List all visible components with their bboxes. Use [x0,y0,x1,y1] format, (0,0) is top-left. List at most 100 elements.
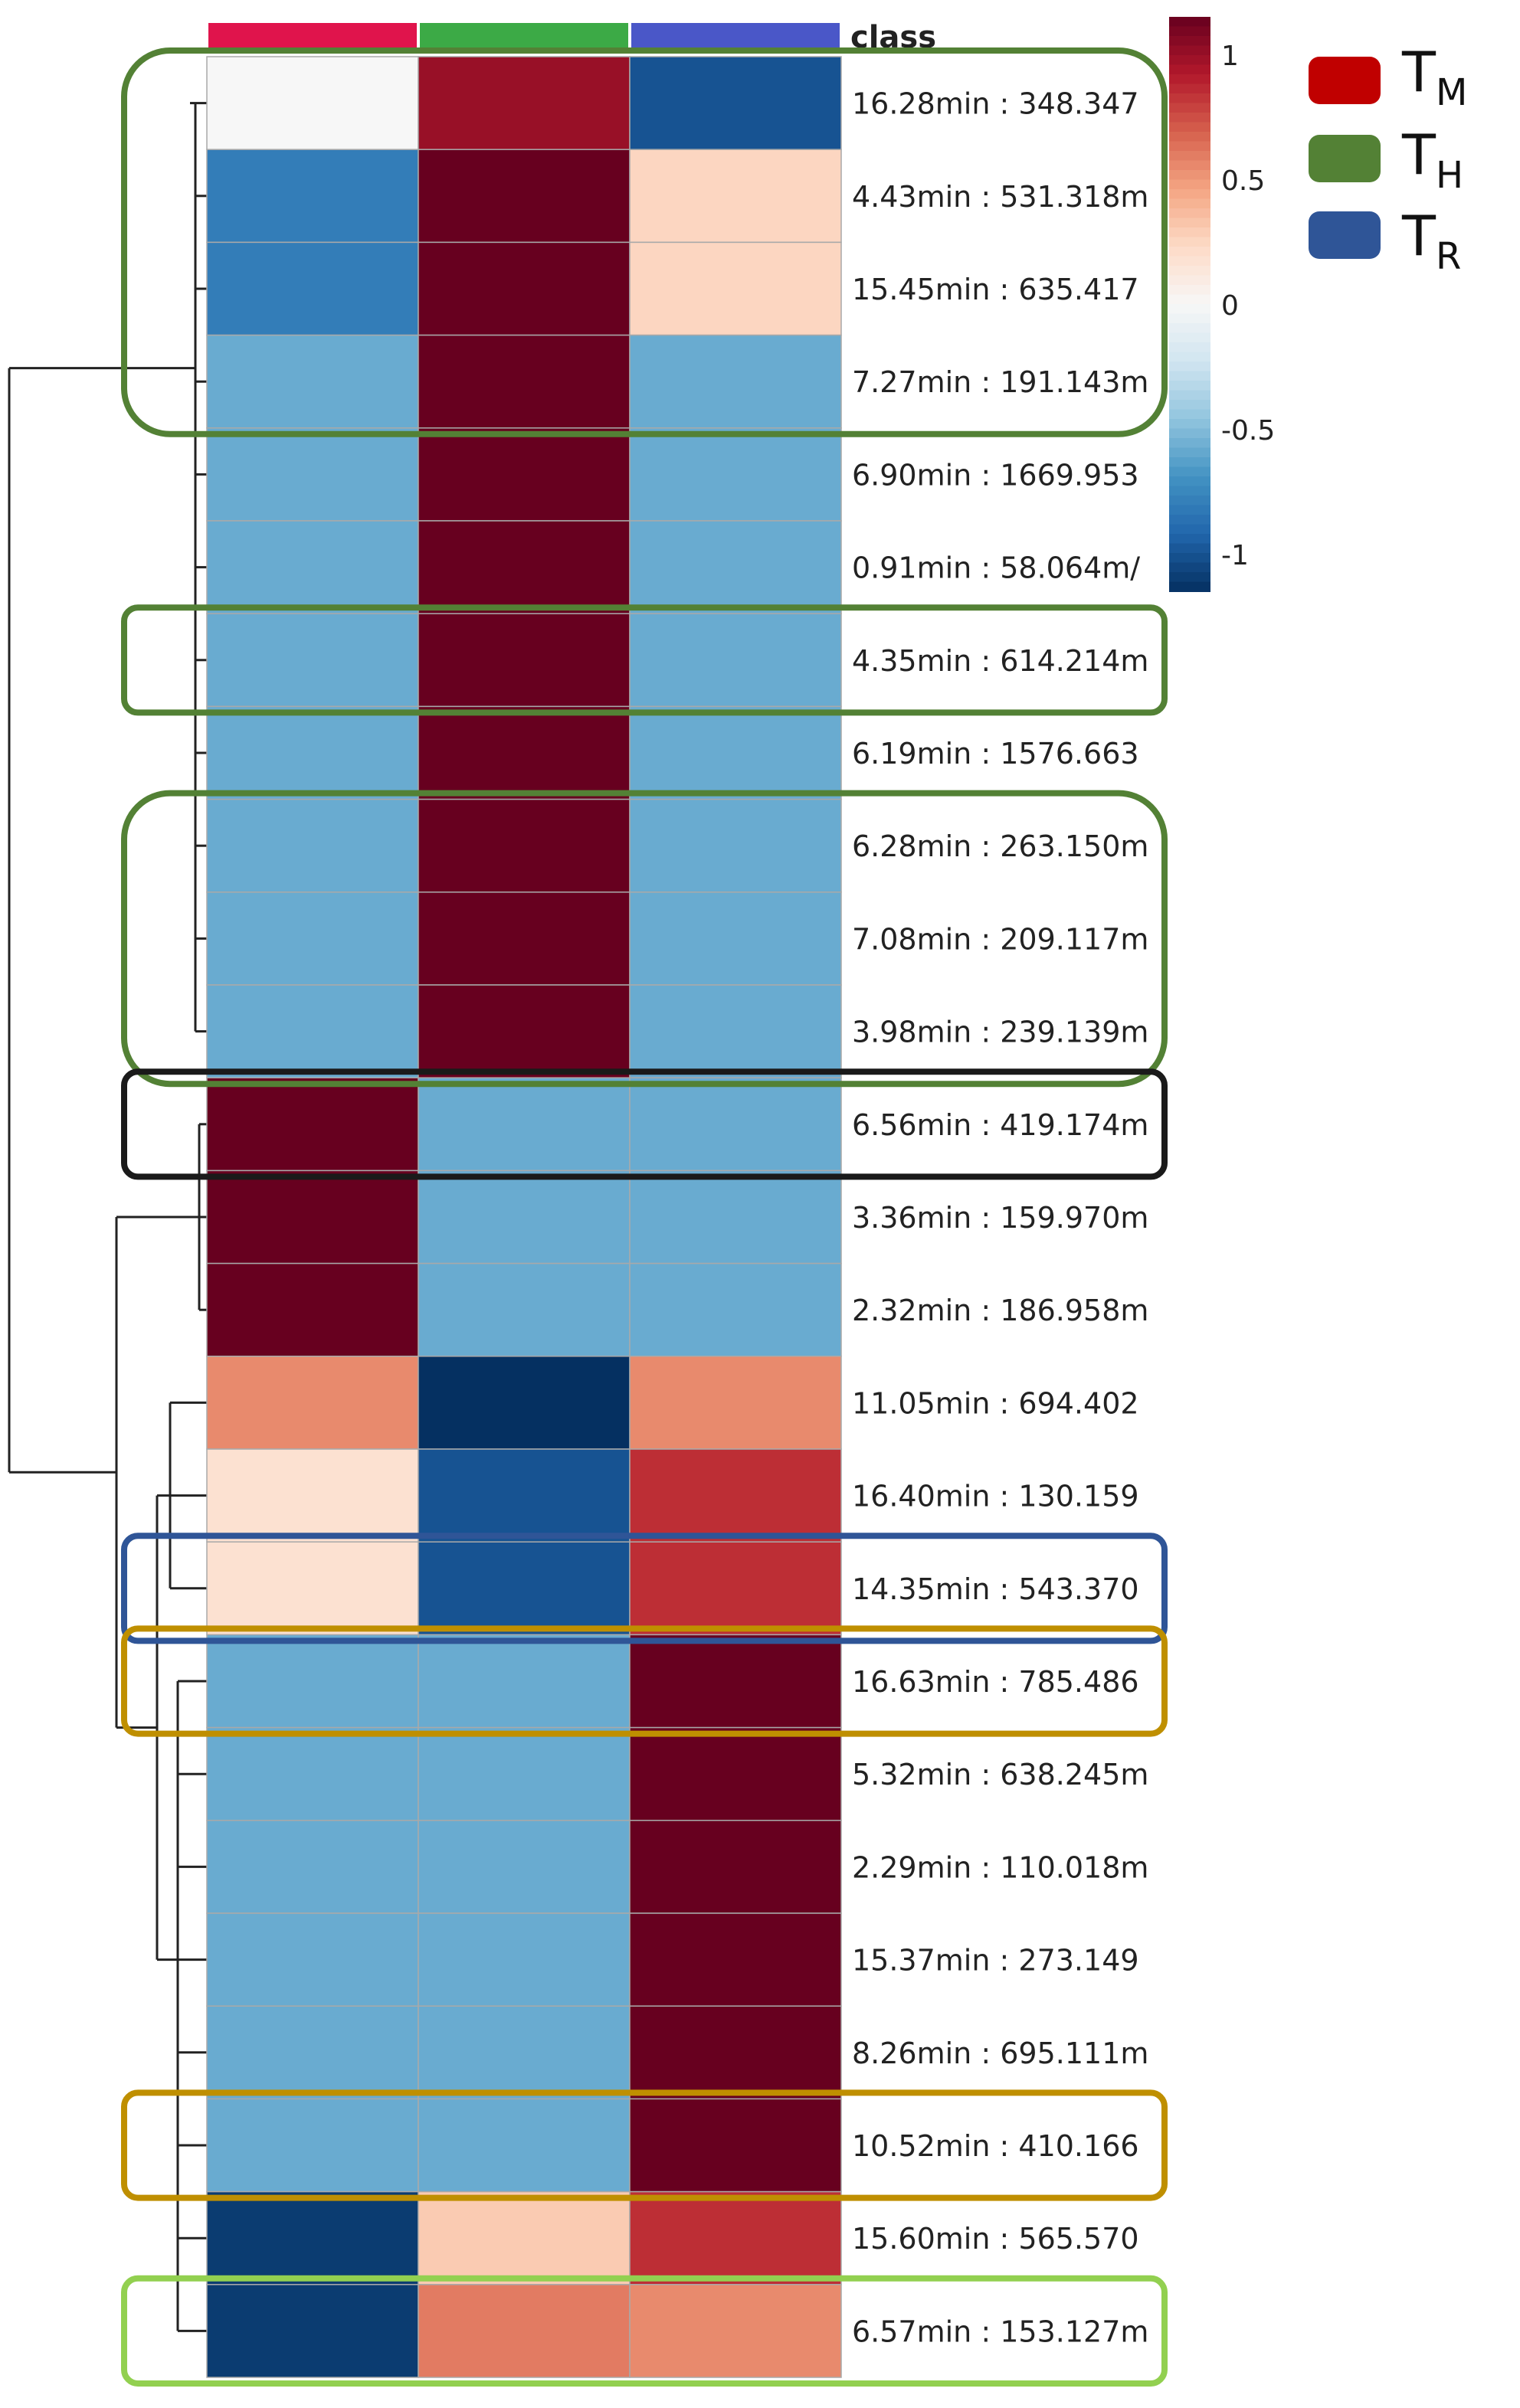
row-label: 6.28min : 263.150m [852,829,1148,863]
color-scale-bar: 1 0.5 0 -0.5 -1 [1169,17,1275,592]
heatmap-cell [418,1541,631,1636]
legend-swatch-tr [1309,211,1381,259]
color-scale-step [1169,428,1210,439]
color-scale-step [1169,447,1210,458]
heatmap-cell [418,613,631,708]
row-label: 15.45min : 635.417 [852,273,1139,306]
heatmap-cell [206,334,419,429]
heatmap-cell [206,892,419,986]
heatmap-cell [206,1541,419,1636]
color-scale-step [1169,103,1210,113]
highlight-box [121,47,1168,437]
legend-label-tr: TR [1402,204,1462,278]
color-scale-step [1169,419,1210,430]
heatmap-cell [418,1634,631,1729]
heatmap-cell [206,1448,419,1543]
heatmap-cell [629,1726,842,1821]
color-scale-step [1169,74,1210,85]
heatmap-cell [629,241,842,336]
highlight-box [121,604,1168,716]
highlight-box [121,1068,1168,1180]
row-label: 15.37min : 273.149 [852,1944,1139,1978]
heatmap-cell [629,1912,842,2007]
heatmap-cell [418,149,631,244]
heatmap-cell [206,1634,419,1729]
class-bar-segment [631,23,840,52]
row-label: 6.56min : 419.174m [852,1108,1148,1142]
color-scale-tick-label: -1 [1221,540,1249,571]
highlight-box [121,2089,1168,2201]
color-scale-step [1169,170,1210,181]
row-label: 4.35min : 614.214m [852,644,1148,678]
color-scale-step [1169,36,1210,47]
color-scale-step [1169,304,1210,315]
row-label: 10.52min : 410.166 [852,2129,1139,2163]
row-label: 4.43min : 531.318m [852,180,1148,214]
heatmap-cell [629,427,842,522]
heatmap-cell [418,1356,631,1450]
color-scale-step [1169,237,1210,247]
row-dendrogram [8,102,207,2332]
heatmap-cell [629,2190,842,2285]
heatmap-cell [206,149,419,244]
heatmap-cell [629,2098,842,2193]
color-scale-step [1169,285,1210,296]
row-labels: 16.28min : 348.347 4.43min : 531.318m 15.4… [852,87,1148,2349]
heatmap-cell [206,2284,419,2378]
heatmap-cell [418,705,631,800]
color-scale-step [1169,179,1210,190]
heatmap-cell [418,1170,631,1265]
color-scale-step [1169,505,1210,515]
color-scale-step [1169,486,1210,496]
color-scale-step [1169,313,1210,324]
color-scale-tick-label: 0.5 [1221,165,1265,197]
heatmap-cell [629,1262,842,1357]
heatmap-cell [418,241,631,336]
color-scale-step [1169,266,1210,276]
heatmap-cell [629,892,842,986]
heatmap-cell [629,1541,842,1636]
color-scale-step [1169,438,1210,449]
heatmap-cell [418,1448,631,1543]
heatmap-cell [206,241,419,336]
heatmap-cell [629,798,842,893]
heatmap-cell [418,798,631,893]
row-label: 11.05min : 694.402 [852,1386,1139,1420]
heatmap-cell [418,1077,631,1172]
color-scale-step [1169,572,1210,583]
color-scale-step [1169,409,1210,420]
color-scale-step [1169,198,1210,209]
heatmap-cell [629,984,842,1078]
row-label: 16.28min : 348.347 [852,87,1139,121]
color-scale-step [1169,562,1210,573]
color-scale-step [1169,227,1210,238]
highlight-boxes [121,47,1168,2387]
legend-swatch-tm [1309,57,1381,104]
heatmap-cell [418,334,631,429]
heatmap-cell [206,1820,419,1914]
highlight-box [121,1625,1168,1737]
heatmap-cell [418,984,631,1078]
color-scale-step [1169,476,1210,487]
color-scale-step [1169,457,1210,468]
row-label: 16.63min : 785.486 [852,1665,1139,1699]
heatmap-cell [206,1912,419,2007]
color-scale-step [1169,581,1210,592]
legend-label-tm: TM [1402,40,1468,114]
color-scale-step [1169,45,1210,56]
highlight-box [121,790,1168,1088]
color-scale-step [1169,524,1210,535]
heatmap-cell [206,1262,419,1357]
color-scale-step [1169,466,1210,477]
color-scale-step [1169,352,1210,362]
heatmap-cell [418,892,631,986]
heatmap-cell [629,1356,842,1450]
color-scale-step [1169,17,1210,28]
heatmap-cell [629,613,842,708]
color-scale-step [1169,362,1210,372]
color-scale-step [1169,515,1210,525]
heatmap-cell [629,1634,842,1729]
heatmap-cell [629,2284,842,2378]
heatmap-cell [629,1077,842,1172]
